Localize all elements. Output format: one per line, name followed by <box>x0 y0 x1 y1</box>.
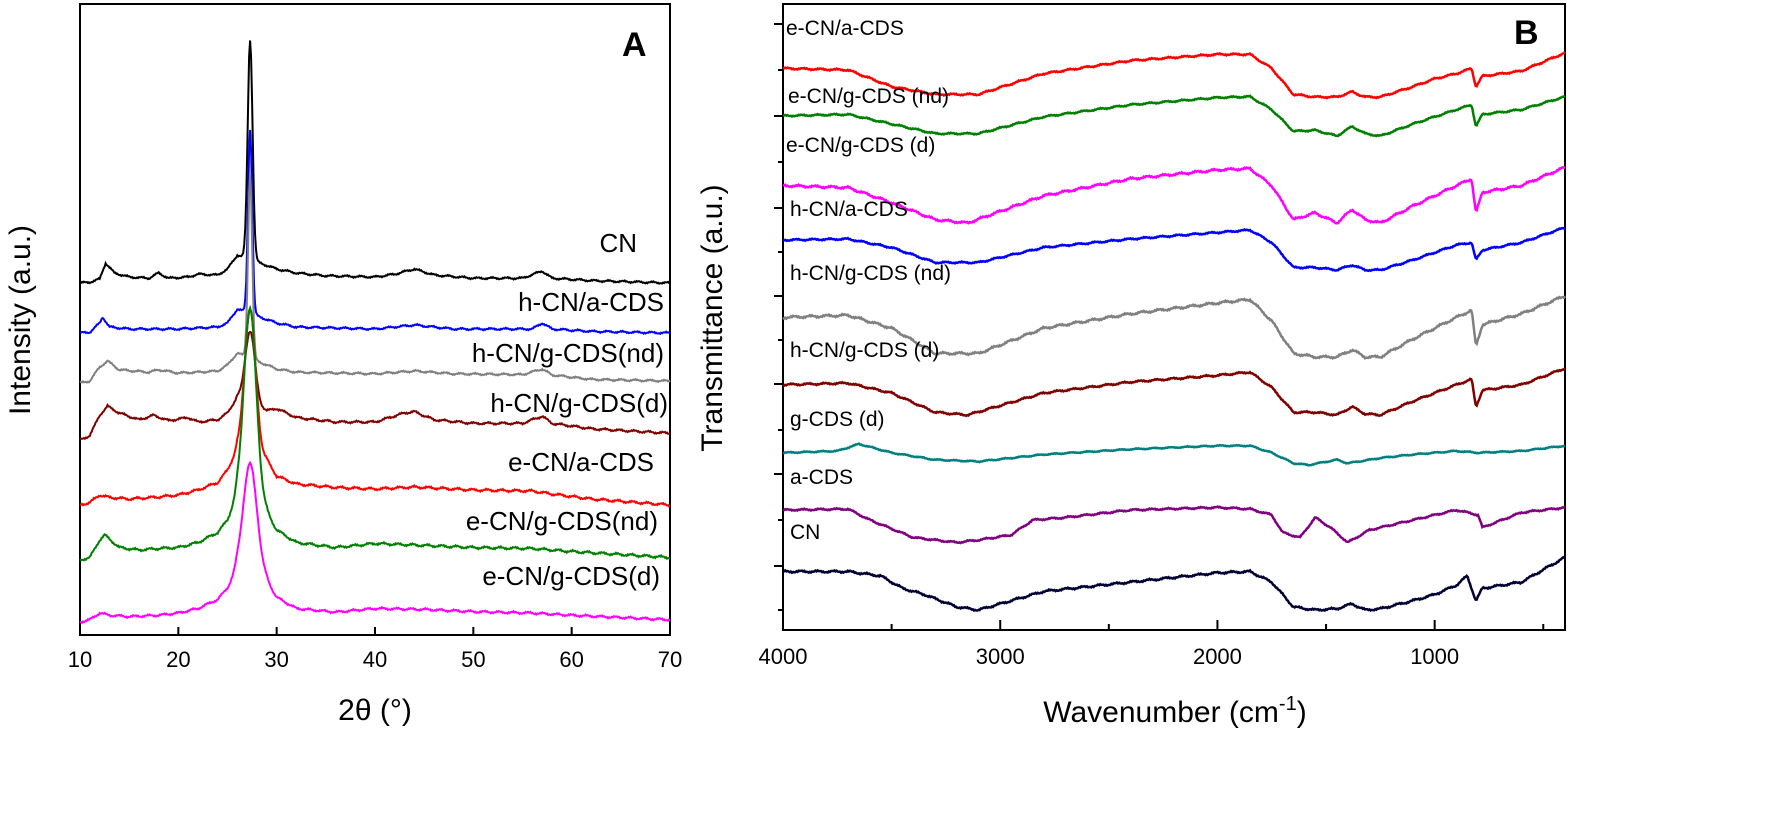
series-label-e-cn-a-cds: e-CN/a-CDS <box>786 17 904 40</box>
x-tick-label-10: 10 <box>68 647 92 672</box>
panel-b-frame <box>782 3 1566 631</box>
series-line-g-cds-d <box>782 442 1566 467</box>
series-line-h-cn-a-cds <box>782 226 1566 273</box>
series-line-h-cn-a-cds <box>79 129 671 336</box>
panel-b-ftir-chart: 4000 3000 2000 1000 e-CN/a-CDS e-CN/g-CDS (n… <box>696 3 1567 729</box>
series-line-h-cn-g-cds-nd <box>79 174 671 384</box>
series-line-e-cn-g-cds-nd <box>782 94 1566 138</box>
series-label-a-cds: a-CDS <box>790 466 853 489</box>
x-tick-label-4000: 4000 <box>759 644 808 669</box>
series-label-h-cn-a-cds: h-CN/a-CDS <box>790 198 908 221</box>
x-tick-label-40: 40 <box>363 647 387 672</box>
series-label-h-cn-g-cds-nd: h-CN/g-CDS (nd) <box>790 262 951 285</box>
series-line-cn <box>782 555 1567 613</box>
panel-a-xrd-chart: 10 20 30 40 50 60 70 CN h-CN/a-CDS h-CN/g-CDS(nd… <box>4 3 682 727</box>
x-tick-label-1000: 1000 <box>1410 644 1459 669</box>
x-tick-label-2000: 2000 <box>1193 644 1242 669</box>
panel-b-x-axis-title-sup: -1 <box>1279 693 1297 715</box>
panel-a-series-group <box>79 40 671 625</box>
panel-b-x-axis-title-end: ) <box>1297 696 1307 729</box>
series-label-g-cds-d: g-CDS (d) <box>790 408 885 431</box>
x-tick-label-20: 20 <box>166 647 190 672</box>
series-line-e-cn-g-cds-d <box>782 165 1566 225</box>
series-label-h-cn-g-cds-d: h-CN/g-CDS(d) <box>490 388 668 418</box>
series-label-cn: CN <box>790 521 820 544</box>
series-label-h-cn-g-cds-nd: h-CN/g-CDS(nd) <box>472 338 664 368</box>
x-tick-label-50: 50 <box>461 647 485 672</box>
series-label-cn: CN <box>599 228 637 258</box>
panel-b-y-axis-ticks <box>774 23 783 611</box>
panel-a-x-axis-title: 2θ (°) <box>338 694 412 727</box>
panel-a-x-axis: 10 20 30 40 50 60 70 <box>68 627 682 672</box>
panel-b-series-group <box>782 51 1567 613</box>
series-label-e-cn-g-cds-nd: e-CN/g-CDS (nd) <box>788 85 949 108</box>
series-line-e-cn-g-cds-d <box>79 460 671 625</box>
series-label-e-cn-g-cds-nd: e-CN/g-CDS(nd) <box>466 506 658 536</box>
series-label-e-cn-g-cds-d: e-CN/g-CDS(d) <box>482 561 660 591</box>
series-label-e-cn-g-cds-d: e-CN/g-CDS (d) <box>786 134 935 157</box>
panel-b-x-axis-title: Wavenumber (cm-1) <box>1043 693 1306 729</box>
series-label-h-cn-a-cds: h-CN/a-CDS <box>518 287 664 317</box>
series-line-h-cn-g-cds-d <box>782 367 1566 418</box>
panel-b-y-axis-title: Transmittance (a.u.) <box>696 184 729 451</box>
panel-a-frame <box>79 3 671 636</box>
panel-a-series-labels: CN h-CN/a-CDS h-CN/g-CDS(nd) h-CN/g-CDS(d) e… <box>466 228 668 591</box>
x-tick-label-60: 60 <box>559 647 583 672</box>
series-line-a-cds <box>782 505 1566 545</box>
series-line-cn <box>79 40 671 285</box>
x-tick-label-30: 30 <box>264 647 288 672</box>
panel-b-label: B <box>1514 14 1539 52</box>
panel-b-x-axis: 4000 3000 2000 1000 <box>759 620 1545 669</box>
x-tick-label-70: 70 <box>658 647 682 672</box>
series-label-h-cn-g-cds-d: h-CN/g-CDS (d) <box>790 339 939 362</box>
series-line-h-cn-g-cds-nd <box>782 295 1567 361</box>
panel-b-series-labels: e-CN/a-CDS e-CN/g-CDS (nd) e-CN/g-CDS (d) h… <box>786 17 951 544</box>
panel-a-y-axis-title: Intensity (a.u.) <box>4 225 37 415</box>
series-line-h-cn-g-cds-d <box>79 330 671 441</box>
series-label-e-cn-a-cds: e-CN/a-CDS <box>508 447 654 477</box>
series-line-e-cn-a-cds <box>79 307 671 508</box>
x-tick-label-3000: 3000 <box>976 644 1025 669</box>
panel-a-label: A <box>622 26 647 64</box>
series-line-e-cn-g-cds-nd <box>79 304 671 562</box>
series-line-e-cn-a-cds <box>783 51 1566 100</box>
panel-b-x-axis-title-main: Wavenumber (cm <box>1043 696 1279 729</box>
